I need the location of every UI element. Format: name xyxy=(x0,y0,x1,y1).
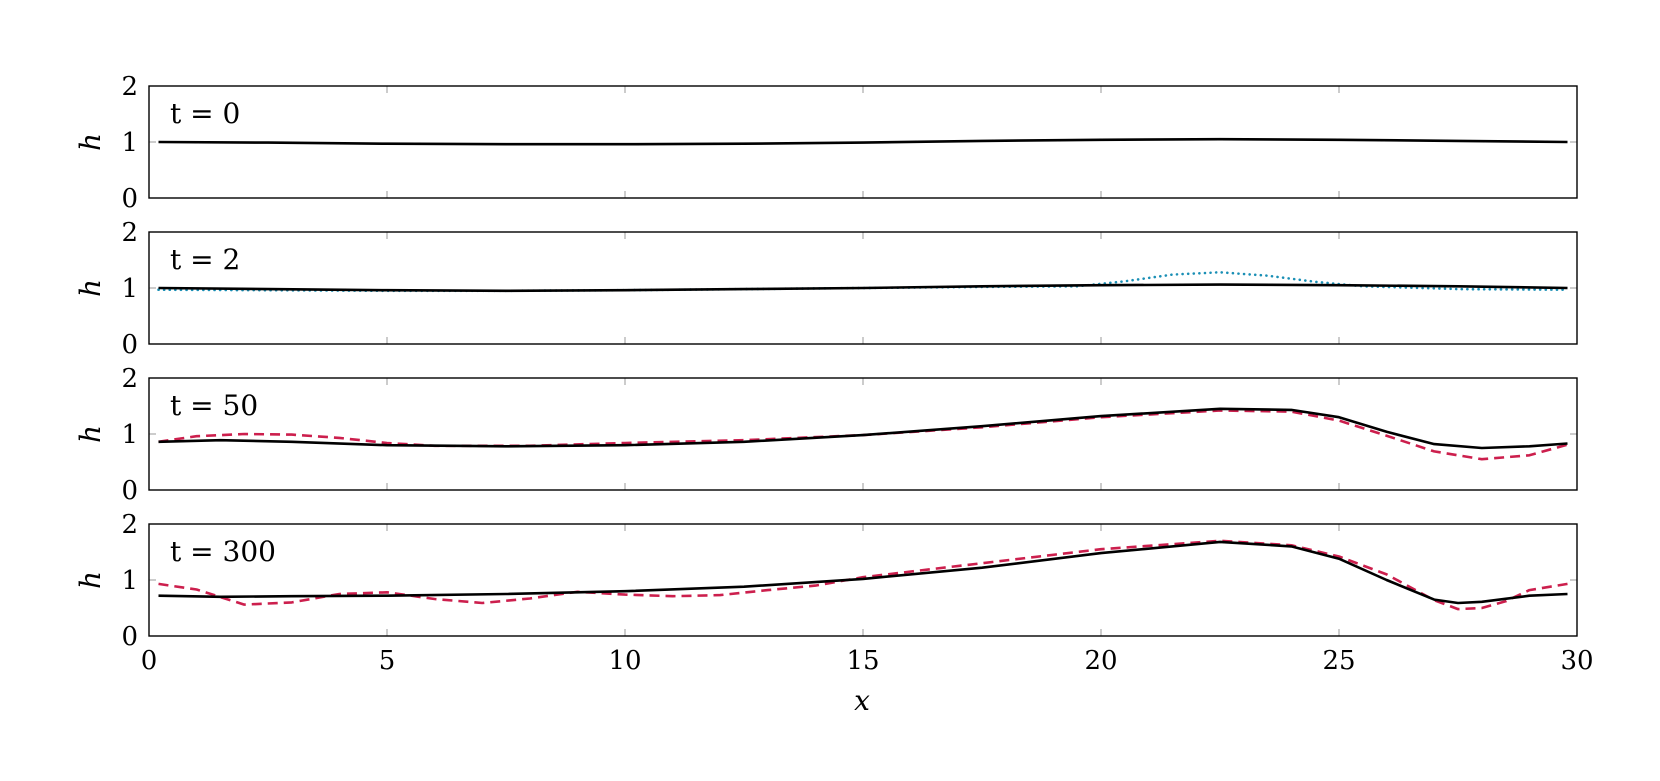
y-axis-title: h xyxy=(74,133,107,151)
x-tick-label: 0 xyxy=(141,646,158,676)
y-tick-label: 2 xyxy=(121,218,138,248)
series-line-solid xyxy=(158,407,1568,450)
x-tick-label: 15 xyxy=(846,646,879,676)
x-tick-label: 30 xyxy=(1560,646,1593,676)
x-tick-label: 5 xyxy=(379,646,396,676)
x-tick-label: 10 xyxy=(608,646,641,676)
panel-label: t = 2 xyxy=(170,243,240,276)
y-tick-label: 0 xyxy=(121,622,138,652)
x-tick-label: 20 xyxy=(1084,646,1117,676)
panel-frame xyxy=(148,523,1578,637)
panel-3: t = 300 0 1 2 h 0 5 10 15 20 25 30 xyxy=(74,510,1594,676)
y-tick-label: 1 xyxy=(121,128,138,158)
y-axis-title: h xyxy=(74,279,107,297)
panel-frame xyxy=(148,231,1578,345)
panel-label: t = 300 xyxy=(170,535,276,568)
y-tick-label: 2 xyxy=(121,364,138,394)
series-line-solid xyxy=(158,137,1568,146)
x-axis-title: x xyxy=(854,684,870,717)
panel-1: t = 2 0 1 2 h xyxy=(74,218,1578,360)
panels: t = 0 0 1 2 h t = 2 0 1 2 h t = 50 0 1 2 h t = 300 0 1 2 h 0… xyxy=(74,72,1594,676)
series-line-solid xyxy=(158,283,1568,293)
panel-frame xyxy=(148,377,1578,491)
y-tick-label: 0 xyxy=(121,330,138,360)
panel-label: t = 0 xyxy=(170,97,240,130)
y-tick-label: 2 xyxy=(121,72,138,102)
y-tick-label: 0 xyxy=(121,476,138,506)
y-tick-label: 1 xyxy=(121,420,138,450)
x-tick-label: 25 xyxy=(1322,646,1355,676)
panel-label: t = 50 xyxy=(170,389,258,422)
panel-frame xyxy=(148,85,1578,199)
panel-2: t = 50 0 1 2 h xyxy=(74,364,1578,506)
y-tick-label: 2 xyxy=(121,510,138,540)
series-line-dashed xyxy=(158,539,1568,611)
series-line-solid xyxy=(158,540,1568,605)
y-tick-label: 1 xyxy=(121,274,138,304)
y-tick-label: 1 xyxy=(121,566,138,596)
y-axis-title: h xyxy=(74,571,107,589)
y-axis-title: h xyxy=(74,425,107,443)
panel-0: t = 0 0 1 2 h xyxy=(74,72,1578,214)
y-tick-label: 0 xyxy=(121,184,138,214)
